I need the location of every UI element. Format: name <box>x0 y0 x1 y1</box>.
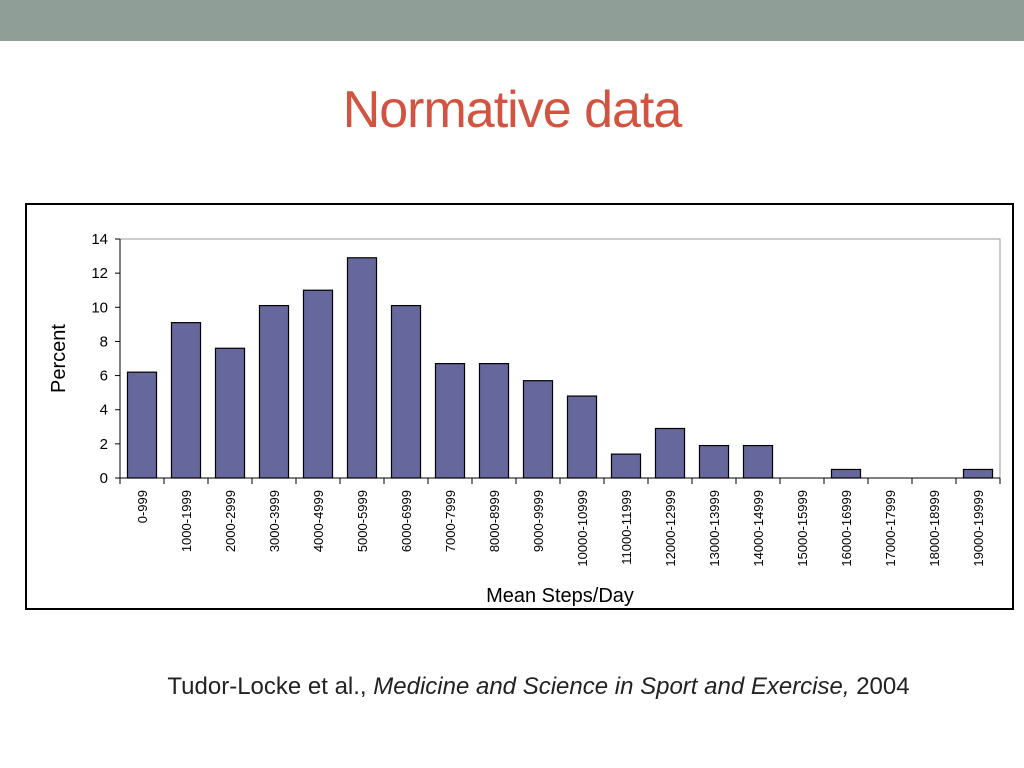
y-tick-label: 6 <box>100 368 108 385</box>
bar-10000-10999 <box>566 395 598 479</box>
y-tick-label: 2 <box>100 436 108 453</box>
bar-14000-14999 <box>742 444 774 479</box>
y-tick-label: 8 <box>100 333 108 350</box>
bar-6000-6999 <box>390 304 422 479</box>
citation-year: 2004 <box>849 673 910 700</box>
x-tick-label: 6000-6999 <box>399 490 414 552</box>
bar-5000-5999 <box>346 257 378 479</box>
x-tick-label: 16000-16999 <box>839 490 854 567</box>
bar-13000-13999 <box>698 444 730 479</box>
citation-authors: Tudor-Locke et al., <box>167 673 374 700</box>
x-tick-label: 1000-1999 <box>179 490 194 552</box>
citation: Tudor-Locke et al., Medicine and Science… <box>0 673 1024 701</box>
x-tick-label: 10000-10999 <box>575 490 590 567</box>
x-axis-title: Mean Steps/Day <box>486 585 634 607</box>
y-tick-label: 10 <box>91 299 108 316</box>
y-axis-title: Percent <box>48 324 70 393</box>
chart-frame: 0 2 4 6 8 10 12 14 0-999 1000-1999 2000-2999 3000-3… <box>25 203 1014 610</box>
citation-journal: Medicine and Science in Sport and Exerci… <box>373 673 850 700</box>
bar-1000-1999 <box>170 322 202 479</box>
x-tick-label: 14000-14999 <box>751 490 766 567</box>
x-tick-label: 19000-19999 <box>971 490 986 567</box>
x-tick-label: 8000-8999 <box>487 490 502 552</box>
bar-7000-7999 <box>434 363 466 479</box>
x-tick-label: 7000-7999 <box>443 490 458 552</box>
y-tick-label: 12 <box>91 265 108 282</box>
x-tick-label: 18000-18999 <box>927 490 942 567</box>
x-tick-label: 4000-4999 <box>311 490 326 552</box>
plot-area <box>119 238 1001 479</box>
x-tick-label: 2000-2999 <box>223 490 238 552</box>
top-band <box>0 0 1024 41</box>
bar-12000-12999 <box>654 427 686 479</box>
bar-19000-19999 <box>962 468 994 479</box>
bar-chart: 0 2 4 6 8 10 12 14 0-999 1000-1999 2000-2999 3000-3… <box>48 231 1001 607</box>
x-tick-label: 3000-3999 <box>267 490 282 552</box>
slide-title: Normative data <box>342 81 683 139</box>
x-tick-label: 15000-15999 <box>795 490 810 567</box>
bar-2000-2999 <box>214 347 246 479</box>
bar-8000-8999 <box>478 363 510 479</box>
bar-3000-3999 <box>258 304 290 479</box>
x-tick-label: 12000-12999 <box>663 490 678 567</box>
x-tick-label: 5000-5999 <box>355 490 370 552</box>
bar-4000-4999 <box>302 289 334 479</box>
y-tick-label: 0 <box>100 470 108 487</box>
x-tick-label: 9000-9999 <box>531 490 546 552</box>
bar-11000-11999 <box>610 453 642 479</box>
bar-9000-9999 <box>522 380 554 479</box>
x-tick-label: 11000-11999 <box>619 490 634 565</box>
bar-16000-16999 <box>830 468 862 479</box>
x-tick-label: 0-999 <box>135 490 150 523</box>
bar-0-999 <box>126 371 158 479</box>
y-tick-label: 14 <box>91 231 108 248</box>
x-tick-label: 17000-17999 <box>883 490 898 567</box>
y-tick-label: 4 <box>100 402 108 419</box>
x-tick-label: 13000-13999 <box>707 490 722 567</box>
